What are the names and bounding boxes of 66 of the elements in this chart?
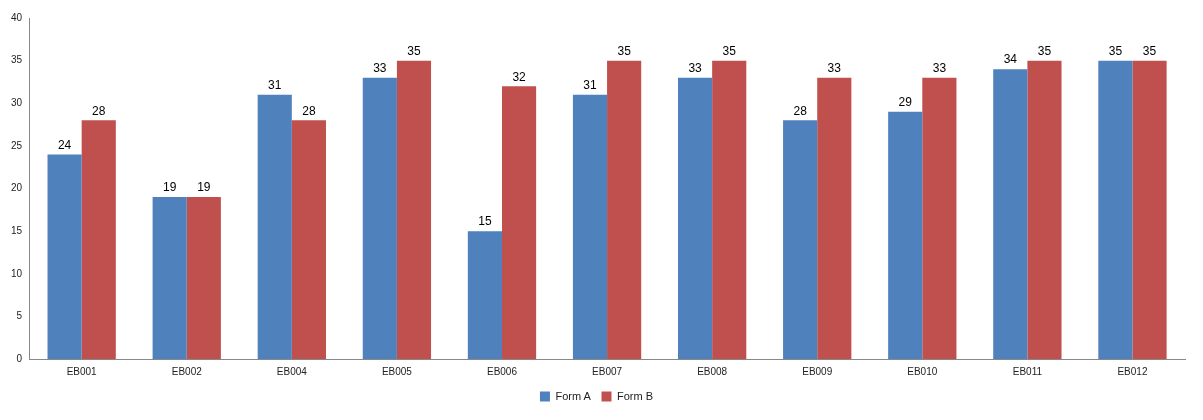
x-tick-label: EB004 <box>276 365 308 377</box>
data-label: 29 <box>898 95 913 110</box>
x-tick-label: EB001 <box>66 365 98 377</box>
bar <box>607 60 642 359</box>
bar <box>186 197 221 359</box>
data-label: 31 <box>583 78 597 93</box>
data-label: 35 <box>1037 43 1052 58</box>
y-tick-label: 5 <box>16 310 23 322</box>
x-tick-label: EB002 <box>171 365 203 377</box>
bar <box>362 77 397 359</box>
y-tick-label: 40 <box>11 11 23 23</box>
data-label: 35 <box>1108 43 1123 58</box>
x-tick-label: EB011 <box>1012 365 1043 377</box>
x-tick-label: EB007 <box>592 365 623 377</box>
data-label: 15 <box>478 214 492 229</box>
legend-label: Form A <box>555 389 592 402</box>
bar <box>783 120 818 359</box>
data-label: 33 <box>827 60 842 75</box>
data-label: 31 <box>268 78 282 93</box>
data-label: 19 <box>162 180 177 195</box>
data-label: 33 <box>373 60 387 75</box>
bar <box>993 69 1028 359</box>
bar <box>291 120 326 359</box>
x-tick-label: EB005 <box>381 365 413 377</box>
data-label: 35 <box>407 43 421 58</box>
data-label: 33 <box>688 60 703 75</box>
data-label: 19 <box>197 180 211 195</box>
data-label: 35 <box>617 43 632 58</box>
bar <box>1027 60 1062 359</box>
data-label: 33 <box>932 60 947 75</box>
bar <box>152 197 187 359</box>
y-tick-label: 25 <box>11 139 23 151</box>
x-tick-label: EB008 <box>697 365 728 377</box>
y-tick-label: 35 <box>11 54 23 66</box>
x-tick-label: EB010 <box>907 365 938 377</box>
bar <box>572 94 608 359</box>
bar <box>501 86 537 359</box>
y-tick-label: 0 <box>16 352 23 364</box>
data-label: 32 <box>512 69 527 84</box>
bar <box>467 231 502 359</box>
data-label: 35 <box>1142 43 1157 58</box>
bar <box>712 60 747 359</box>
y-tick-label: 20 <box>11 182 23 194</box>
y-tick-label: 10 <box>11 267 23 279</box>
x-tick-label: EB012 <box>1117 365 1148 377</box>
bar <box>81 120 116 359</box>
data-label: 28 <box>793 103 808 118</box>
bar <box>1098 60 1133 359</box>
bar <box>1132 60 1167 359</box>
bar <box>922 77 957 359</box>
bar <box>677 77 713 359</box>
data-label: 24 <box>57 137 72 152</box>
x-tick-label: EB009 <box>802 365 833 377</box>
data-label: 34 <box>1003 52 1018 67</box>
bar <box>396 60 432 359</box>
y-tick-label: 30 <box>11 97 23 108</box>
legend-label: Form B <box>617 389 654 402</box>
bar <box>888 111 923 359</box>
bar <box>817 77 852 359</box>
data-label: 35 <box>722 43 737 58</box>
bar <box>257 94 292 359</box>
y-tick-label: 15 <box>11 224 23 236</box>
data-label: 28 <box>302 103 316 118</box>
data-label: 28 <box>92 103 106 118</box>
x-tick-label: EB006 <box>486 365 518 377</box>
bar <box>47 154 82 359</box>
